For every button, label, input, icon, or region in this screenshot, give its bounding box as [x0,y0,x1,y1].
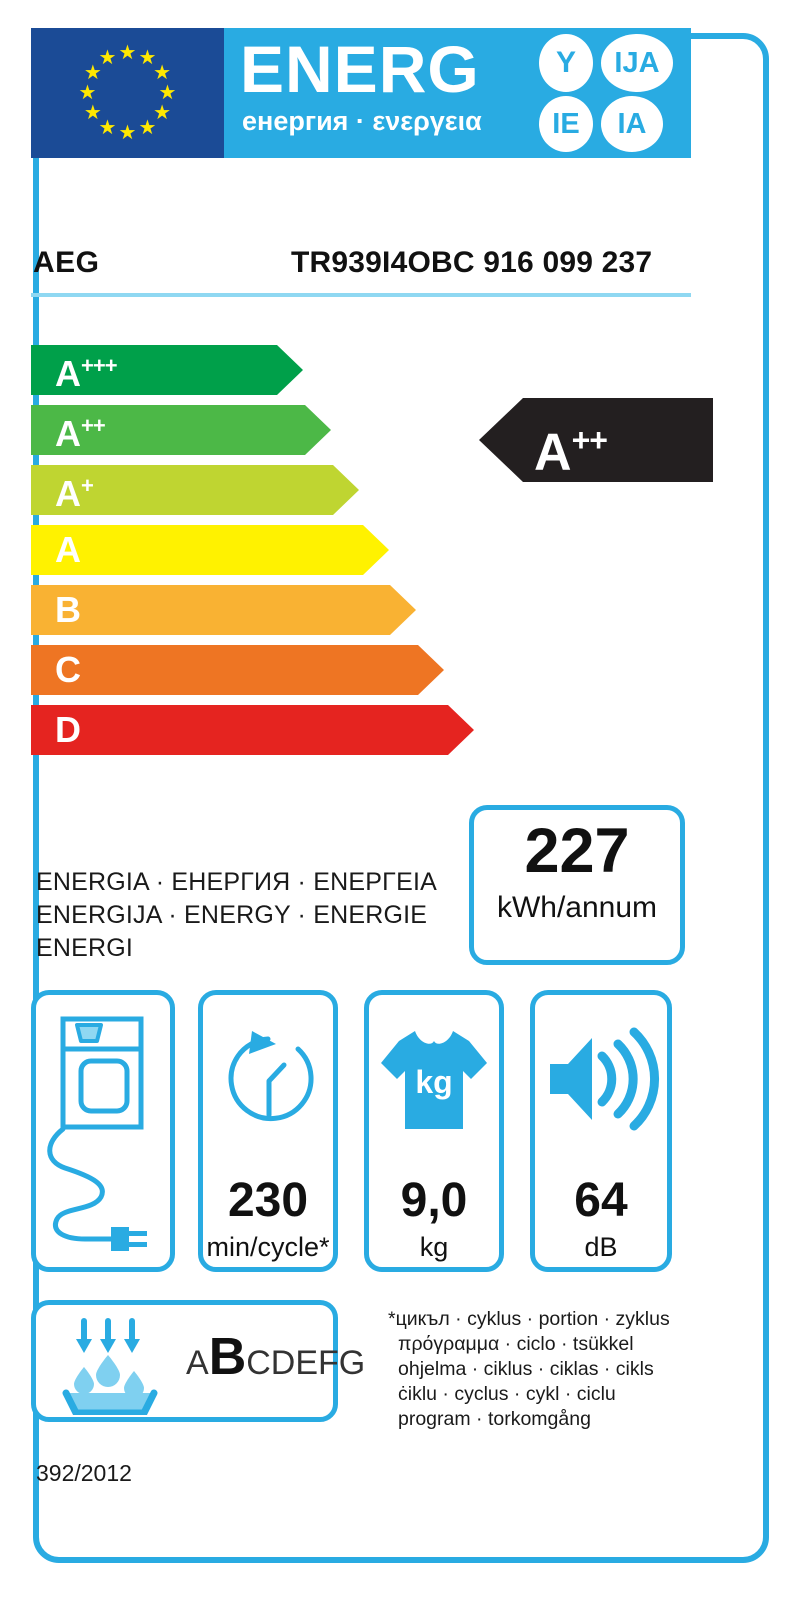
energy-class-plus: +++ [81,353,118,378]
energy-class-letter: A [55,353,81,394]
condensation-class-scale: ABCDEFG [186,1327,365,1393]
tshirt-kg-label: kg [415,1064,452,1100]
dryer-appliance-card [31,990,175,1272]
noise-level-value: 64 [574,1174,628,1227]
energ-wordmark: ENERG [240,32,480,106]
energy-word-languages: ENERGIA · ЕНЕРГИЯ · ΕΝΕΡΓΕΙΑ ENERGIJA · … [36,866,456,965]
energy-class-bar: A+ [31,465,359,515]
lang-line-2: ENERGIJA · ENERGY · ENERGIE [36,901,428,929]
energy-class-arrow-shape [31,645,444,695]
eu-star-icon: ★ [78,82,97,104]
clock-cycle-icon [203,1009,333,1149]
energy-class-plus: + [81,473,94,498]
energy-class-letter: B [55,589,81,630]
footnote-line-1: *цикъл · cyklus · portion · zyklus [388,1308,670,1330]
energy-class-label: A+++ [31,341,118,399]
energy-class-label: A [31,525,81,575]
badge-y: Y [539,34,593,92]
eu-star-icon: ★ [153,102,172,124]
energy-class-label: B [31,585,81,635]
footnote-line-3: ohjelma · ciklus · ciklas · cikls [398,1358,654,1380]
energy-class-label: D [31,705,81,755]
eu-star-icon: ★ [98,116,117,139]
energy-class-bar: A+++ [31,345,303,395]
eu-star-icon: ★ [83,102,102,124]
energy-class-arrow-shape [31,525,389,575]
load-capacity-card: kg 9,0 kg [364,990,504,1272]
lang-line-1: ENERGIA · ЕНЕРГИЯ · ΕΝΕΡΓΕΙΑ [36,868,437,896]
load-capacity-value: 9,0 [400,1174,468,1227]
footnote-line-2: πρόγραμμα · ciclo · tsükkel [398,1333,634,1355]
energy-class-arrow-shape [31,345,303,395]
cycle-time-card: 230 min/cycle* [198,990,338,1272]
energy-class-letter: A [55,529,81,570]
lang-line-3: ENERGI [36,934,134,962]
condensation-classes-before: A [186,1344,209,1382]
regulation-reference: 392/2012 [36,1460,132,1486]
badge-ie: IE [539,96,593,152]
energy-class-bar: A [31,525,389,575]
condensation-droplets-icon [52,1315,182,1415]
eu-star-icon: ★ [118,42,137,64]
energy-class-bar: C [31,645,444,695]
energy-class-bar: A++ [31,405,331,455]
energy-class-arrow-shape [31,405,331,455]
energy-class-letter: A [55,413,81,454]
energy-class-letter: C [55,649,81,690]
language-badges: Y IJA IE IA [533,34,683,152]
selected-class-text: A++ [534,398,608,482]
condensation-efficiency-card: ABCDEFG [31,1300,365,1422]
energ-logo-band: ENERG енергия · ενεργεια Y IJA IE IA [224,28,691,158]
model-identifier: TR939I4OBC 916 099 237 [291,246,653,279]
annual-energy-value: 227 [524,816,630,886]
speaker-noise-icon [535,1009,667,1149]
footnote-line-4: ċiklu · cyclus · cykl · ciclu [398,1383,616,1405]
annual-energy-consumption-box: 227 kWh/annum [469,805,685,965]
energy-class-letter: D [55,709,81,750]
energy-class-arrow-shape [31,585,416,635]
energy-class-plus: ++ [81,413,106,438]
badge-ija: IJA [601,34,673,92]
selected-class-sup: ++ [571,422,608,458]
eu-star-icon: ★ [98,47,117,70]
condensation-class-selected: B [208,1328,247,1386]
energy-class-letter: A [55,473,81,514]
energy-class-label: C [31,645,81,695]
eu-star-icon: ★ [153,62,172,84]
selected-energy-class: A++ [479,398,713,482]
annual-energy-unit: kWh/annum [496,891,658,924]
load-capacity-unit: kg [419,1232,449,1262]
rating-arrow-shape [479,398,713,482]
selected-class-base: A [534,423,572,482]
cycle-footnote: *цикъл · cyklus · portion · zyklus πρόγρ… [388,1307,688,1432]
eu-star-icon: ★ [138,47,157,70]
energy-class-scale: A+++ A++ A+ A B C D [31,345,491,765]
energy-class-arrow-shape [31,705,474,755]
cycle-time-unit: min/cycle* [206,1232,330,1262]
energy-class-label: A+ [31,461,94,519]
eu-star-icon: ★ [118,122,137,144]
energy-class-arrow-shape [31,465,359,515]
badge-ia: IA [601,96,663,152]
tshirt-load-icon: kg [369,1009,499,1149]
noise-level-card: 64 dB [530,990,672,1272]
eu-star-icon: ★ [158,82,177,104]
energ-subtitle: енергия · ενεργεια [242,106,482,136]
supplier-brand: AEG [33,246,100,279]
energy-class-label: A++ [31,401,106,459]
eu-star-icon: ★ [83,62,102,84]
condensation-classes-after: CDEFG [246,1344,366,1382]
eu-star-icon: ★ [138,116,157,139]
eu-flag-icon: ★ ★ ★ ★ ★ ★ ★ ★ ★ ★ ★ ★ [31,28,224,158]
tumble-dryer-plug-icon [36,1005,170,1255]
footnote-line-5: program · torkomgång [398,1408,591,1430]
noise-level-unit: dB [584,1232,618,1262]
energy-class-bar: D [31,705,474,755]
energy-class-bar: B [31,585,416,635]
brand-divider [31,293,691,297]
brand-model-row: AEG TR939I4OBC 916 099 237 [31,238,691,300]
label-header: ★ ★ ★ ★ ★ ★ ★ ★ ★ ★ ★ ★ ENERG енергия · ενεργεια Y … [31,28,691,158]
cycle-time-value: 230 [227,1174,309,1227]
